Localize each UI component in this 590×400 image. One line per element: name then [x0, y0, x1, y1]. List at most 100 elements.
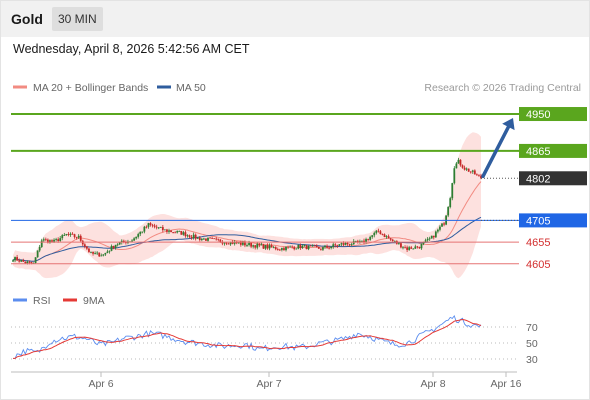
candle-body [274, 247, 277, 250]
datetime-label: Wednesday, April 8, 2026 5:42:56 AM CET [13, 42, 250, 56]
candle-body [404, 247, 406, 249]
x-tick-label: Apr 7 [256, 378, 281, 390]
rsi-tick-label: 70 [526, 322, 538, 334]
header-bar: Gold 30 MIN [1, 1, 589, 37]
candle-body [225, 242, 228, 244]
candle-body [354, 240, 357, 242]
candle-body [439, 226, 441, 230]
candle-body [139, 231, 142, 235]
rsi-panel: 70 50 30 [11, 314, 538, 366]
candle-body [96, 252, 99, 254]
candle-body [40, 240, 43, 248]
candle-body [166, 229, 168, 232]
candle-body [336, 245, 339, 247]
candle-body [223, 242, 226, 244]
candle-body [412, 248, 415, 250]
candle-body [447, 207, 450, 216]
candle-body [373, 232, 376, 236]
candle-body [145, 226, 148, 228]
current-price-tag [519, 171, 587, 186]
candle-body [118, 242, 121, 245]
candle-body [92, 251, 94, 254]
candle-body [24, 261, 27, 264]
candle-body [67, 234, 70, 235]
candle-body [262, 244, 265, 249]
candle-body [352, 241, 355, 245]
candle-body [100, 255, 103, 257]
candle-body [157, 227, 160, 229]
candle-body [432, 235, 435, 238]
candle-body [272, 247, 275, 248]
candle-body [22, 260, 25, 262]
candle-body [237, 242, 240, 244]
candle-body [461, 165, 464, 168]
timeframe-badge[interactable]: 30 MIN [52, 7, 103, 31]
candle-body [190, 237, 193, 239]
candle-body [112, 245, 115, 248]
levels-layer: 4950 4865 4802 4705 4655 4605 [11, 107, 587, 271]
candle-body [350, 244, 353, 246]
support-label: 4605 [526, 259, 550, 271]
candle-body [196, 237, 199, 239]
candle-body [135, 236, 138, 239]
candle-body [453, 168, 456, 184]
candle-body [207, 237, 209, 241]
candle-body [283, 248, 285, 251]
candle-body [178, 231, 181, 232]
candle-body [202, 238, 205, 240]
candle-body [186, 235, 189, 237]
candle-body [42, 239, 45, 241]
candle-body [215, 238, 218, 240]
candle-body [467, 168, 470, 172]
candle-body [90, 251, 92, 253]
candle-body [406, 247, 409, 250]
resistance-tag [519, 143, 587, 158]
candle-body [342, 243, 345, 245]
candle-body [73, 234, 76, 238]
candle-body [209, 237, 211, 239]
candle-body [322, 247, 324, 250]
candle-body [217, 238, 220, 240]
candle-body [30, 262, 33, 264]
candle-body [268, 245, 271, 249]
candle-body [418, 247, 421, 249]
candle-body [53, 239, 55, 242]
candle-body [280, 248, 283, 250]
symbol-title: Gold [11, 11, 43, 27]
price-panel [12, 132, 482, 279]
candle-body [317, 247, 320, 249]
candle-body [475, 174, 478, 176]
candle-body [63, 235, 66, 236]
candle-body [180, 231, 183, 235]
candle-body [393, 240, 396, 242]
candle-body [38, 247, 41, 251]
candle-body [147, 223, 150, 227]
candle-body [379, 231, 382, 235]
candle-body [311, 245, 314, 247]
candle-body [361, 240, 363, 242]
candle-body [326, 246, 328, 248]
candle-body [397, 243, 400, 244]
forecast-arrow-head [502, 118, 515, 131]
candle-body [239, 242, 242, 245]
candle-body [295, 248, 298, 250]
candle-body [443, 223, 445, 225]
candle-body [250, 242, 253, 247]
candle-body [114, 244, 117, 248]
candle-body [102, 254, 105, 256]
candle-body [229, 241, 232, 245]
candle-body [416, 246, 419, 248]
candle-body [184, 232, 187, 237]
candle-body [315, 245, 318, 248]
candle-body [334, 244, 337, 246]
candle-body [420, 243, 423, 249]
bollinger-band-fill [13, 132, 481, 279]
candle-body [161, 227, 164, 231]
candle-body [426, 238, 429, 241]
candle-body [200, 238, 203, 240]
candle-body [233, 241, 236, 244]
candle-body [149, 223, 152, 225]
candle-body [348, 244, 351, 245]
